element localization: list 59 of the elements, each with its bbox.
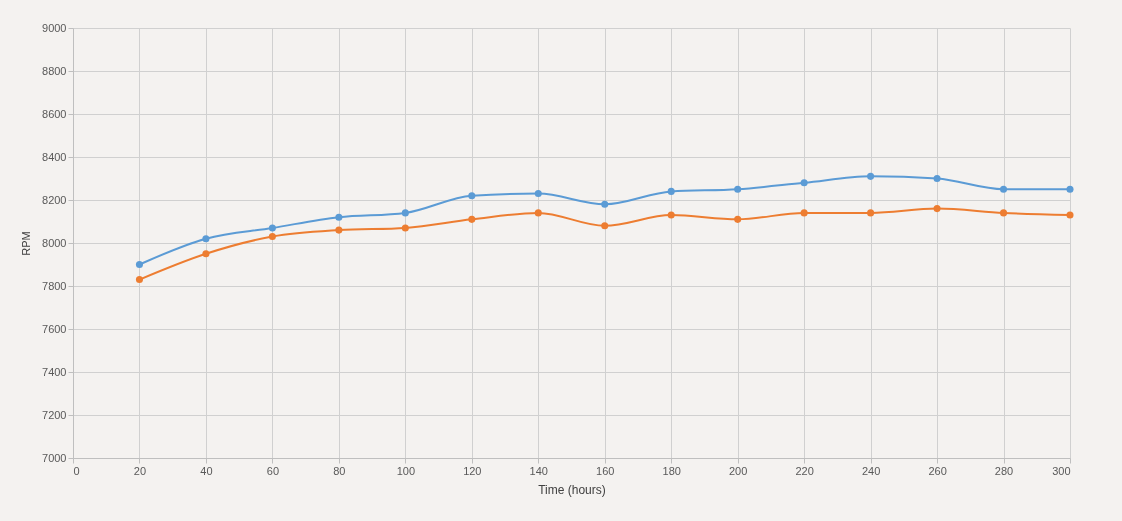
point	[800, 179, 808, 187]
x-tick-label: 200	[728, 464, 748, 477]
point	[401, 209, 409, 217]
point	[468, 215, 476, 223]
y-tick-label: 7200	[42, 408, 67, 421]
point	[601, 200, 609, 208]
point	[800, 209, 808, 217]
x-tick-label: 80	[333, 464, 346, 477]
y-tick-label: 8600	[42, 107, 67, 120]
x-tick-label: 280	[994, 464, 1014, 477]
y-tick-label: 7800	[42, 279, 67, 292]
point	[667, 211, 675, 219]
point	[534, 190, 542, 198]
y-tick-label: 8200	[42, 193, 67, 206]
point	[335, 213, 343, 221]
x-tick-label: 40	[200, 464, 213, 477]
point	[335, 226, 343, 234]
x-tick-label: 60	[266, 464, 280, 477]
point	[202, 235, 210, 243]
point	[135, 260, 143, 269]
y-tick-label: 7600	[42, 322, 67, 335]
point	[468, 192, 476, 200]
y-tick-label: 7000	[42, 451, 67, 464]
x-tick-label: 300	[1052, 464, 1071, 477]
x-tick-label: 140	[529, 464, 548, 477]
point	[268, 233, 276, 241]
y-tick-label: 8400	[42, 150, 67, 163]
point	[933, 174, 941, 183]
point	[534, 209, 542, 217]
point	[933, 205, 941, 213]
point	[601, 222, 609, 230]
x-tick-label: 120	[463, 464, 482, 477]
point	[734, 185, 742, 193]
point	[1066, 185, 1074, 193]
point	[667, 187, 675, 195]
point	[1000, 185, 1008, 193]
x-tick-label: 180	[662, 464, 681, 477]
y-tick-label: 9000	[42, 21, 67, 34]
x-tick-label: 240	[861, 464, 881, 477]
point	[867, 209, 875, 217]
point	[734, 215, 742, 223]
point	[1000, 209, 1008, 217]
x-tick-label: 260	[928, 464, 947, 477]
x-tick-label: 20	[133, 464, 147, 477]
y-tick-label: 7400	[42, 365, 67, 378]
x-axis-title: Time (hours)	[538, 482, 606, 497]
x-tick-label: 220	[795, 464, 814, 477]
y-axis-title: RPM	[20, 231, 33, 256]
x-tick-label: 0	[73, 464, 80, 477]
x-tick-label: 100	[396, 464, 416, 477]
point	[202, 250, 210, 258]
point	[135, 276, 143, 284]
point	[1066, 211, 1074, 219]
point	[401, 224, 409, 232]
point	[268, 224, 276, 232]
x-tick-label: 160	[596, 464, 615, 477]
y-tick-label: 8000	[42, 236, 67, 249]
point	[867, 172, 875, 180]
y-tick-label: 8800	[42, 64, 67, 77]
